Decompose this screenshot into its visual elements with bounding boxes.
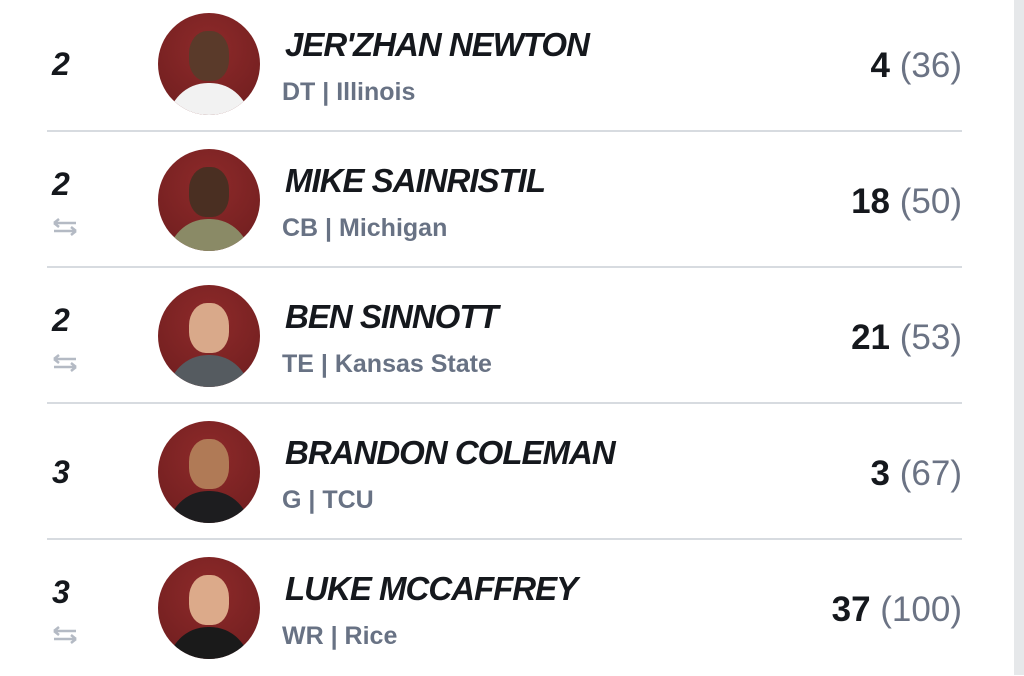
overall-pick: (53)	[899, 318, 962, 357]
school: Rice	[344, 622, 398, 650]
school: Kansas State	[334, 350, 492, 378]
player-name[interactable]: Luke McCaffrey	[285, 570, 578, 607]
round-pick: 3	[870, 454, 891, 493]
pick-number: 37 (100)	[832, 590, 962, 630]
player-avatar[interactable]	[158, 285, 260, 387]
round-number: 2	[52, 166, 70, 202]
position: DT	[282, 78, 316, 106]
pick-row[interactable]: 2 Ben Sinnott TE | Kansas State 21 (53)	[0, 268, 1014, 404]
row-divider	[47, 402, 962, 404]
separator: |	[301, 486, 323, 514]
round-pick: 4	[870, 46, 891, 85]
trade-arrows-icon	[53, 626, 77, 644]
row-divider	[47, 130, 962, 132]
player-avatar[interactable]	[158, 557, 260, 659]
pick-row[interactable]: 2 Jer'Zhan Newton DT | Illinois 4 (36)	[0, 0, 1014, 132]
separator: |	[323, 622, 345, 650]
round-pick: 18	[851, 182, 891, 221]
round-number: 2	[52, 46, 70, 82]
overall-pick: (50)	[899, 182, 962, 221]
school: Illinois	[336, 78, 416, 106]
row-divider	[47, 538, 962, 540]
overall-pick: (100)	[880, 590, 962, 629]
player-position-school: WR | Rice	[282, 622, 397, 651]
school: Michigan	[339, 214, 448, 242]
school: TCU	[322, 486, 374, 514]
player-position-school: TE | Kansas State	[282, 350, 492, 379]
separator: |	[313, 350, 335, 378]
pick-row[interactable]: 3 Brandon Coleman G | TCU 3 (67)	[0, 404, 1014, 540]
pick-row[interactable]: 2 Mike Sainristil CB | Michigan 18 (50)	[0, 132, 1014, 268]
round-number: 3	[52, 454, 70, 490]
player-avatar[interactable]	[158, 421, 260, 523]
player-position-school: G | TCU	[282, 486, 374, 515]
position: WR	[282, 622, 324, 650]
pick-row[interactable]: 3 Luke McCaffrey WR | Rice 37 (100)	[0, 540, 1014, 676]
player-position-school: DT | Illinois	[282, 78, 415, 107]
position: CB	[282, 214, 319, 242]
separator: |	[315, 78, 337, 106]
player-name[interactable]: Brandon Coleman	[285, 434, 616, 471]
row-divider	[47, 266, 962, 268]
pick-number: 3 (67)	[871, 454, 962, 494]
trade-arrows-icon	[53, 218, 77, 236]
player-avatar[interactable]	[158, 149, 260, 251]
scrollbar-track[interactable]	[1014, 0, 1024, 675]
round-pick: 21	[851, 318, 891, 357]
round-number: 3	[52, 574, 70, 610]
player-name[interactable]: Ben Sinnott	[285, 298, 499, 335]
player-position-school: CB | Michigan	[282, 214, 447, 243]
pick-number: 4 (36)	[871, 46, 962, 86]
player-name[interactable]: Mike Sainristil	[285, 162, 546, 199]
round-number: 2	[52, 302, 70, 338]
player-name[interactable]: Jer'Zhan Newton	[285, 26, 590, 63]
position: TE	[282, 350, 314, 378]
player-avatar[interactable]	[158, 13, 260, 115]
pick-number: 21 (53)	[851, 318, 962, 358]
separator: |	[318, 214, 339, 242]
round-pick: 37	[831, 590, 871, 629]
overall-pick: (36)	[899, 46, 962, 85]
position: G	[282, 486, 302, 514]
pick-number: 18 (50)	[851, 182, 962, 222]
trade-arrows-icon	[53, 354, 77, 372]
overall-pick: (67)	[899, 454, 962, 493]
